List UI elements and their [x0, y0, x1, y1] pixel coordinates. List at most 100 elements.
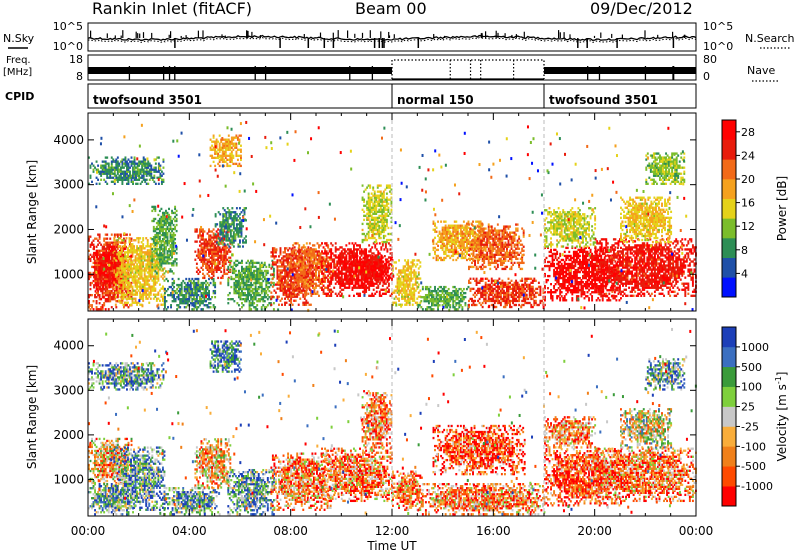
heatmap-cell: [112, 293, 115, 297]
heatmap-cell: [330, 276, 333, 279]
heatmap-cell: [197, 248, 200, 251]
heatmap-cell: [287, 271, 290, 274]
heatmap-cell: [223, 154, 226, 157]
heatmap-cell: [191, 277, 194, 281]
heatmap-cell: [212, 246, 215, 249]
heatmap-cell: [278, 269, 280, 272]
heatmap-cell: [158, 254, 161, 257]
heatmap-cell: [304, 264, 307, 267]
heatmap-cell: [110, 267, 113, 271]
heatmap-cell: [327, 264, 330, 267]
heatmap-cell: [154, 217, 157, 221]
heatmap-cell: [104, 291, 107, 295]
heatmap-cell: [118, 278, 121, 281]
heatmap-cell: [354, 282, 357, 285]
heatmap-cell: [233, 136, 236, 139]
heatmap-cell: [105, 255, 108, 259]
heatmap-cell: [330, 290, 333, 293]
heatmap-cell: [99, 268, 102, 271]
heatmap-cell: [107, 245, 110, 248]
heatmap-cell: [104, 300, 107, 303]
heatmap-cell: [134, 289, 137, 292]
heatmap-cell: [324, 292, 327, 295]
heatmap-cell: [260, 289, 263, 293]
heatmap-cell: [151, 287, 154, 290]
heatmap-cell: [301, 260, 304, 263]
heatmap-cell: [386, 279, 389, 282]
heatmap-cell: [95, 275, 98, 279]
heatmap-cell: [122, 263, 125, 266]
heatmap-cell: [308, 248, 311, 251]
heatmap-cell: [180, 291, 183, 295]
heatmap-cell: [112, 265, 115, 269]
heatmap-cell: [290, 248, 293, 251]
heatmap-cell: [168, 293, 171, 297]
heatmap-cell: [179, 287, 182, 291]
heatmap-cell: [342, 256, 345, 259]
heatmap-cell: [139, 267, 142, 270]
heatmap-cell: [155, 258, 158, 261]
heatmap-cell: [142, 283, 145, 286]
heatmap-cell: [171, 287, 174, 291]
heatmap-cell: [119, 291, 122, 294]
heatmap-cell: [185, 300, 188, 303]
heatmap-cell: [345, 256, 348, 259]
heatmap-cell: [99, 253, 102, 257]
heatmap-cell: [104, 241, 107, 244]
heatmap-cell: [240, 233, 243, 236]
heatmap-cell: [214, 285, 217, 289]
heatmap-cell: [348, 250, 351, 253]
heatmap-cell: [234, 275, 237, 279]
heatmap-cell: [202, 248, 204, 251]
heatmap-cell: [137, 279, 140, 282]
heatmap-cell: [274, 261, 277, 264]
heatmap-cell: [98, 249, 101, 252]
heatmap-cell: [221, 274, 224, 278]
heatmap-cell: [116, 243, 119, 246]
heatmap-cell: [128, 273, 131, 276]
heatmap-cell: [133, 265, 136, 268]
heatmap-cell: [154, 209, 157, 213]
heatmap-cell: [354, 256, 357, 259]
heatmap-cell: [285, 255, 288, 258]
heatmap-cell: [110, 298, 113, 301]
heatmap-cell: [310, 278, 313, 281]
heatmap-cell: [96, 255, 99, 259]
heatmap-cell: [310, 250, 313, 253]
heatmap-cell: [158, 227, 161, 231]
heatmap-cell: [336, 264, 339, 267]
heatmap-cell: [232, 235, 235, 238]
heatmap-cell: [112, 261, 115, 265]
heatmap-cell: [217, 262, 220, 265]
heatmap-cell: [115, 282, 118, 285]
heatmap-cell: [318, 280, 320, 283]
heatmap-cell: [115, 265, 118, 269]
heatmap-cell: [345, 260, 348, 263]
heatmap-cell: [348, 252, 351, 255]
heatmap-cell: [253, 293, 256, 297]
heatmap-cell: [139, 277, 142, 280]
heatmap-cell: [100, 289, 103, 293]
heatmap-cell: [232, 241, 235, 244]
heatmap-cell: [325, 260, 328, 263]
heatmap-cell: [365, 261, 368, 264]
heatmap-cell: [177, 289, 180, 293]
heatmap-cell: [122, 265, 125, 268]
heatmap-cell: [363, 232, 366, 236]
heatmap-cell: [127, 275, 129, 278]
heatmap-cell: [161, 213, 164, 217]
heatmap-cell: [330, 274, 333, 277]
heatmap-cell: [191, 287, 194, 291]
heatmap-cell: [239, 275, 242, 279]
heatmap-cell: [128, 283, 131, 286]
heatmap-cell: [119, 259, 122, 262]
heatmap-cell: [292, 292, 295, 295]
heatmap-cell: [310, 280, 313, 283]
heatmap-cell: [313, 268, 316, 271]
heatmap-cell: [206, 246, 209, 249]
heatmap-cell: [172, 235, 175, 239]
heatmap-cell: [142, 265, 145, 268]
heatmap-cell: [206, 244, 209, 247]
heatmap-cell: [128, 251, 131, 254]
heatmap-cell: [302, 244, 305, 247]
